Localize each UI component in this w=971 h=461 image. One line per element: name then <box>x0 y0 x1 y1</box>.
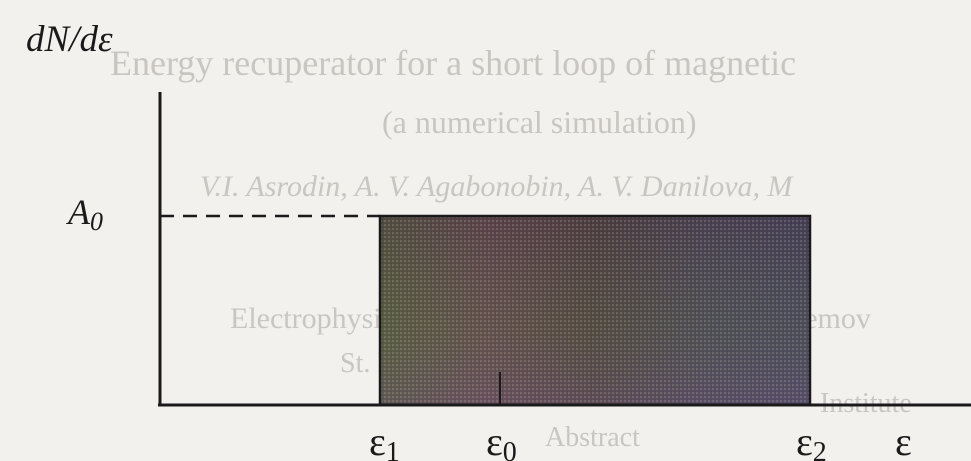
epsilon0-label: ε0 <box>486 419 517 461</box>
bleed-line: Abstract <box>545 422 640 453</box>
distribution-band <box>378 214 812 407</box>
a0-label-sub: 0 <box>90 207 103 236</box>
epsilon1-sub: 1 <box>386 437 400 461</box>
epsilon0-main: ε <box>486 419 503 461</box>
a0-label: A0 <box>66 192 103 236</box>
epsilon0-sub: 0 <box>503 437 517 461</box>
epsilon1-label: ε1 <box>369 419 400 461</box>
y-axis-label: dN/dε <box>26 19 113 60</box>
epsilon2-sub: 2 <box>813 437 827 461</box>
a0-label-main: A <box>66 192 91 232</box>
epsilon2-label: ε2 <box>796 419 827 461</box>
epsilon1-main: ε <box>369 419 386 461</box>
bleed-line: V.I. Asrodin, A. V. Agabonobin, A. V. Da… <box>200 170 795 203</box>
bleed-line: (a numerical simulation) <box>382 104 697 140</box>
x-axis-label: ε <box>895 419 912 461</box>
bleed-line: Energy recuperator for a short loop of m… <box>110 43 796 83</box>
epsilon2-main: ε <box>796 419 813 461</box>
